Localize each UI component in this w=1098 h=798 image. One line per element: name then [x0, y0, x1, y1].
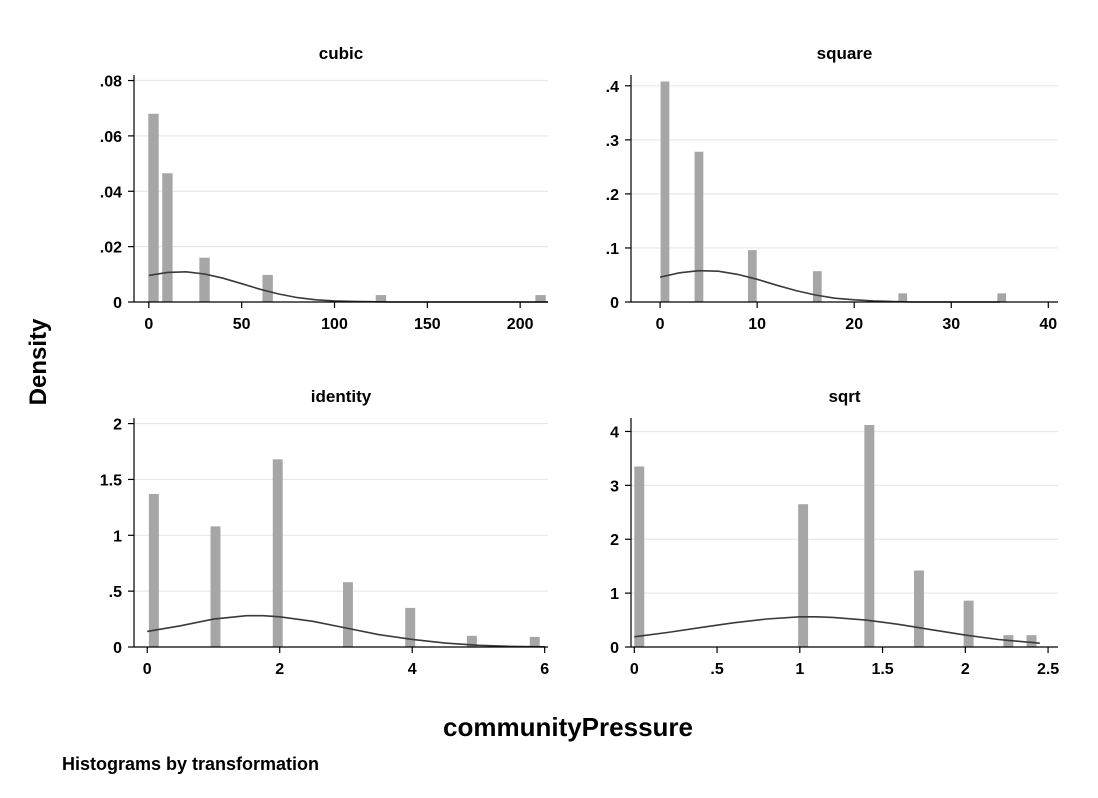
histogram-bar	[210, 526, 221, 647]
x-tick-label: .5	[710, 661, 723, 678]
x-tick-label: 2	[275, 661, 284, 678]
histogram-bar	[529, 636, 540, 647]
x-tick-label: 50	[233, 316, 251, 333]
y-tick-label: .5	[109, 584, 122, 601]
y-tick-label: .3	[606, 133, 619, 150]
y-tick-label: 2	[113, 417, 122, 434]
y-tick-label: .1	[606, 241, 619, 258]
panel-title: identity	[311, 387, 372, 406]
figure-note: Histograms by transformation	[62, 754, 319, 774]
y-tick-label: 0	[113, 295, 122, 312]
histogram-bar	[272, 459, 283, 647]
x-tick-label: 30	[942, 316, 960, 333]
panel-title: cubic	[319, 44, 363, 63]
histogram-bar	[405, 607, 416, 647]
histogram-bar	[963, 600, 974, 647]
density-curve	[634, 615, 1040, 644]
histogram-bar	[898, 293, 908, 302]
y-tick-label: .04	[100, 184, 122, 201]
x-tick-label: 10	[748, 316, 766, 333]
histogram-bar	[262, 274, 273, 302]
x-tick-label: 2	[961, 661, 970, 678]
panel-title: square	[817, 44, 873, 63]
y-tick-label: 0	[610, 640, 619, 657]
histogram-bar	[162, 173, 173, 302]
y-tick-label: .2	[606, 187, 619, 204]
panel-identity: 0 .5 1 1.5 2 0 2 4 6 identity	[100, 387, 549, 678]
global-x-axis-label: communityPressure	[443, 712, 693, 742]
panel-square: 0 .1 .2 .3 .4 0 10 20 30 40 square	[606, 44, 1058, 333]
y-tick-label: .4	[606, 79, 619, 96]
histogram-bar	[148, 113, 159, 302]
y-tick-label: 1	[610, 586, 619, 603]
density-curve	[659, 269, 1000, 303]
histogram-bar	[864, 425, 875, 647]
x-tick-label: 0	[144, 316, 153, 333]
histogram-bar	[148, 493, 159, 647]
x-tick-label: 6	[540, 661, 549, 678]
x-tick-label: 1.5	[871, 661, 893, 678]
histogram-bar	[694, 151, 704, 302]
x-tick-label: 20	[845, 316, 863, 333]
y-tick-label: 2	[610, 532, 619, 549]
panel-sqrt: 0 1 2 3 4 0 .5 1 1.5 2 2.5 sqrt	[610, 387, 1059, 678]
y-tick-label: .08	[100, 74, 122, 91]
x-tick-label: 40	[1039, 316, 1057, 333]
panel-title: sqrt	[828, 387, 860, 406]
x-tick-label: 0	[656, 316, 665, 333]
x-tick-label: 2.5	[1037, 661, 1059, 678]
histogram-bar	[199, 257, 210, 302]
y-tick-label: 0	[610, 295, 619, 312]
y-tick-label: 1.5	[100, 472, 122, 489]
global-y-axis-label: Density	[25, 318, 52, 405]
panels-group: 0.02.04.06.080 50 100 150 200cubic0.1.2.3.40…	[100, 44, 1060, 678]
y-tick-label: 1	[113, 528, 122, 545]
x-tick-label: 150	[414, 316, 441, 333]
histogram-bar	[914, 570, 924, 647]
histogram-bar	[660, 81, 670, 302]
histogram-bar	[997, 293, 1007, 302]
y-tick-label: .02	[100, 240, 122, 257]
histogram-bar	[535, 295, 546, 302]
x-tick-label: 0	[143, 661, 152, 678]
x-tick-label: 4	[408, 661, 417, 678]
histogram-bar	[747, 250, 757, 302]
panel-cubic: 0 .02 .04 .06 .08 0 50 100 150 200 cubic	[100, 44, 548, 333]
x-tick-label: 0	[630, 661, 639, 678]
histogram-bar	[1026, 635, 1037, 647]
y-tick-label: 0	[113, 640, 122, 657]
x-tick-label: 1	[795, 661, 804, 678]
histogram-bar	[812, 271, 822, 302]
y-tick-label: 3	[610, 478, 619, 495]
y-tick-label: 4	[610, 424, 619, 441]
histogram-bar	[466, 635, 477, 647]
histogram-bar	[342, 582, 353, 647]
histogram-bar	[798, 504, 809, 647]
x-tick-label: 100	[321, 316, 348, 333]
histogram-bar	[634, 466, 645, 647]
x-tick-label: 200	[507, 316, 534, 333]
density-curve	[147, 614, 545, 648]
y-tick-label: .06	[100, 129, 122, 146]
histogram-bar	[375, 295, 387, 302]
